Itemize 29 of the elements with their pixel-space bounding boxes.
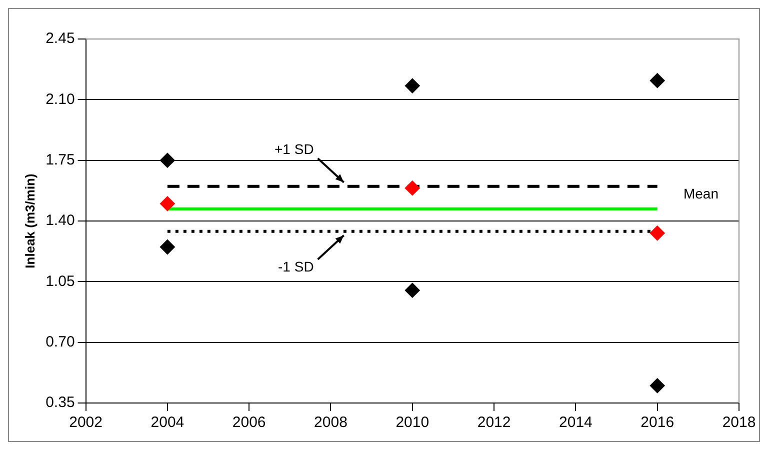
y-tick-label: 2.45: [46, 30, 75, 48]
x-tick-label: 2012: [477, 414, 511, 432]
annotation: -1 SD: [278, 258, 314, 274]
point: [160, 240, 175, 254]
x-tick-label: 2014: [559, 414, 592, 432]
x-tick-label: 2010: [396, 414, 430, 432]
y-tick-label: 1.40: [46, 212, 75, 230]
x-tick-label: 2016: [640, 414, 674, 432]
point: [650, 378, 665, 394]
x-tick-label: 2008: [314, 414, 348, 432]
y-tick-label: 1.75: [46, 151, 75, 168]
point: [404, 282, 420, 298]
y-axis-title: Inleak (m3/min): [22, 174, 38, 268]
point: [160, 196, 175, 212]
y-tick-label: 0.70: [46, 333, 75, 350]
point: [650, 226, 665, 241]
x-tick-label: 2004: [150, 414, 184, 432]
y-tick-label: 2.10: [46, 90, 75, 108]
y-tick-label: 1.05: [46, 272, 75, 290]
x-tick-label: 2018: [722, 414, 756, 432]
y-tick-label: 0.35: [46, 394, 75, 412]
point: [650, 73, 665, 88]
point: [404, 78, 420, 94]
annotation: Mean: [683, 186, 719, 202]
x-tick-label: 2006: [232, 414, 266, 432]
annotation: +1 SD: [274, 141, 314, 158]
x-tick-label: 2002: [69, 414, 102, 432]
point: [404, 180, 420, 196]
point: [160, 152, 175, 168]
